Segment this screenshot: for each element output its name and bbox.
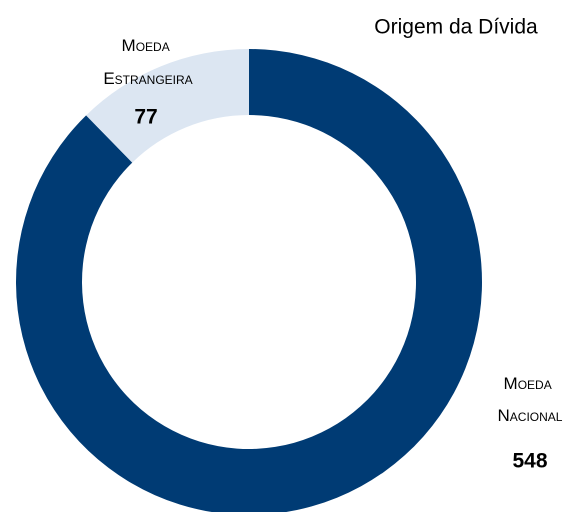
chart-title: Origem da Dívida xyxy=(374,16,538,39)
slice-label: Moeda Estrangeira xyxy=(103,36,192,88)
donut-slice xyxy=(86,49,249,163)
value-label: 548 xyxy=(512,450,547,473)
slice-label: Moeda Nacional xyxy=(498,374,563,425)
donut-slice xyxy=(16,49,482,512)
value-label: 77 xyxy=(134,106,157,129)
